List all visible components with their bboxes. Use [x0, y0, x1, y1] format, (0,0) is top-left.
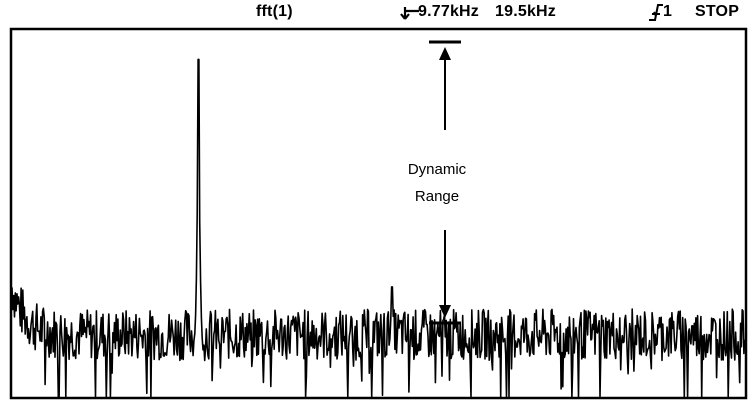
- trigger-edge-icon: [649, 4, 663, 21]
- span-frequency: 19.5kHz: [495, 3, 556, 20]
- spectrum-trace: [11, 58, 746, 398]
- run-state: STOP: [695, 3, 740, 20]
- function-label: fft(1): [256, 3, 293, 20]
- marker-frequency: 9.77kHz: [418, 3, 479, 20]
- down-arrowhead-icon: [439, 305, 451, 318]
- dynamic-range-annotation: Dynamic Range: [408, 40, 467, 325]
- up-arrowhead-icon: [439, 47, 451, 60]
- status-bar: fft(1) 9.77kHz 19.5kHz 1 STOP: [0, 0, 748, 28]
- annotation-line2: Range: [415, 188, 459, 205]
- marker-arrow-icon: [400, 7, 419, 20]
- plot-frame: [9, 27, 748, 400]
- annotation-line1: Dynamic: [408, 161, 467, 178]
- trigger-source: 1: [663, 3, 673, 20]
